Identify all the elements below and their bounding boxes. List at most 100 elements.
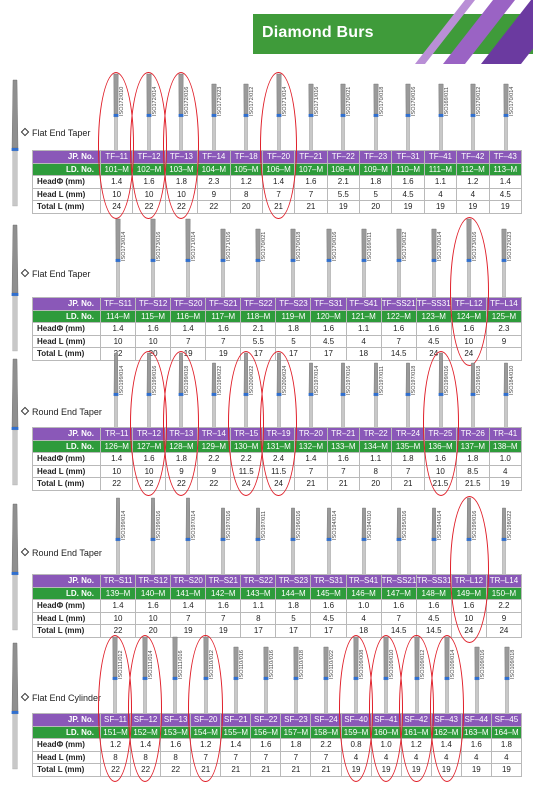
bur-head bbox=[308, 362, 314, 394]
spec-row-head-d: HeadΦ (mm) 1.4 1.6 1.4 1.6 2.1 1.8 1.6 1.1 1.6 1.6… bbox=[32, 322, 523, 336]
bur-item: ISO170/021 bbox=[250, 215, 280, 297]
bur-shank bbox=[373, 116, 378, 152]
spec-cell: 19 bbox=[170, 347, 207, 361]
spec-cell: 19 bbox=[430, 763, 462, 777]
bur-shank bbox=[444, 679, 449, 715]
spec-cell: 157–M bbox=[280, 725, 312, 739]
iso-code: ISO170/014 bbox=[508, 86, 515, 116]
bur-item: ISO171/014 bbox=[271, 70, 301, 152]
spec-cell: 132–M bbox=[294, 439, 328, 453]
spec-cell: 144–M bbox=[275, 586, 312, 600]
bur-color-band bbox=[373, 114, 379, 117]
category-label: Round End Taper bbox=[20, 547, 102, 558]
bur-item: ISO200/024 bbox=[271, 349, 301, 431]
iso-code: ISO171/016 bbox=[314, 86, 320, 116]
iso-code: ISO171/014 bbox=[281, 86, 288, 116]
spec-cell: 21 bbox=[280, 763, 312, 777]
spec-cell: 4 bbox=[488, 464, 522, 478]
spec-cell: 1.8 bbox=[490, 738, 523, 752]
iso-code: ISO110/012 bbox=[208, 650, 215, 679]
spec-cell: 160–M bbox=[370, 725, 402, 739]
spec-cell: 19 bbox=[460, 763, 492, 777]
bur-shank bbox=[384, 679, 389, 715]
bur-item: ISO109/008 bbox=[348, 633, 378, 715]
spec-cell: 7 bbox=[205, 334, 242, 348]
row-label: Head L (mm) bbox=[32, 611, 101, 625]
bur-color-band bbox=[466, 538, 472, 541]
spec-cell: 152–M bbox=[130, 725, 162, 739]
spec-cell: 1.2 bbox=[400, 738, 432, 752]
bur-shank bbox=[471, 116, 476, 152]
spec-cell: 19 bbox=[400, 763, 432, 777]
spec-cell: TF–31 bbox=[391, 150, 425, 164]
bur-item: ISO172/016 bbox=[173, 70, 203, 152]
spec-cell: 1.0 bbox=[488, 452, 522, 466]
spec-cell: 5 bbox=[358, 187, 393, 201]
spec-cell: 113–M bbox=[488, 162, 522, 176]
spec-cell: TF–22 bbox=[326, 150, 361, 164]
bur-shank bbox=[361, 261, 366, 297]
bur-images-row: ISO172/010 ISO172/014 ISO172/016 ISO172/023… bbox=[100, 70, 522, 152]
bur-color-band bbox=[220, 538, 226, 541]
spec-cell: 148–M bbox=[415, 586, 452, 600]
spec-cell: 1.4 bbox=[99, 452, 134, 466]
spec-cell: 4.5 bbox=[310, 611, 347, 625]
bur-head bbox=[178, 73, 184, 115]
bur-color-band bbox=[142, 677, 148, 680]
bur-head bbox=[466, 218, 472, 260]
bur-shank bbox=[291, 261, 296, 297]
bur-head bbox=[185, 497, 191, 539]
bur-color-band bbox=[361, 259, 367, 262]
spec-cell: SF–44 bbox=[460, 713, 492, 727]
bur-head bbox=[263, 646, 269, 678]
bur-item: ISO170/012 bbox=[465, 70, 495, 152]
iso-code: ISO197/016 bbox=[346, 365, 353, 395]
spec-cell: TR–S23 bbox=[275, 574, 312, 588]
bur-color-band bbox=[178, 114, 184, 117]
spec-cell: 128–M bbox=[164, 439, 199, 453]
bur-item: ISO170/018 bbox=[285, 215, 315, 297]
spec-row-ld: LD. No. 139–M 140–M 141–M 142–M 143–M 144–M 145… bbox=[32, 586, 523, 600]
spec-cell: 24 bbox=[99, 200, 134, 214]
spec-cell: 21 bbox=[391, 477, 425, 491]
spec-cell: 162–M bbox=[430, 725, 462, 739]
spec-cell: 1.4 bbox=[261, 175, 296, 189]
bur-item: ISO169/011 bbox=[433, 70, 463, 152]
spec-cell: 1.6 bbox=[135, 322, 172, 336]
spec-cell: 8 bbox=[229, 187, 263, 201]
spec-cell: 1.6 bbox=[310, 322, 347, 336]
spec-row-ld: LD. No. 151–M 152–M 153–M 154–M 155–M 156–M 157… bbox=[32, 725, 523, 739]
spec-cell: 1.8 bbox=[456, 452, 490, 466]
spec-cell: TF–S22 bbox=[240, 297, 277, 311]
bur-head bbox=[233, 646, 239, 678]
spec-cell: 156–M bbox=[250, 725, 282, 739]
iso-code: ISO194/014 bbox=[331, 510, 338, 540]
bur-color-band bbox=[405, 393, 411, 396]
bur-head bbox=[255, 228, 261, 260]
bur-head bbox=[341, 83, 346, 115]
spec-cell: 19 bbox=[205, 347, 242, 361]
spec-row-total-l: Total L (mm) 22 20 19 19 17 17 17 18 14.5 14.5 24 24 bbox=[32, 624, 523, 638]
bur-shank bbox=[326, 540, 331, 576]
spec-cell: 4 bbox=[345, 334, 382, 348]
spec-cell: 4 bbox=[340, 750, 372, 764]
spec-cell bbox=[485, 347, 523, 361]
section-round-end-taper-2: Round End Taper ISO199/014 ISO199/016 ISO19… bbox=[0, 494, 533, 643]
spec-cell: 21.5 bbox=[423, 477, 458, 491]
spec-cell: 21 bbox=[220, 763, 252, 777]
bur-head bbox=[276, 73, 281, 115]
bur-color-band bbox=[503, 114, 509, 117]
bur-item: ISO172/010 bbox=[108, 70, 138, 152]
spec-cell: 143–M bbox=[240, 586, 277, 600]
spec-cell: 19 bbox=[488, 477, 522, 491]
spec-row-head-l: Head L (mm) 10 10 9 9 11.5 11.5 7 7 8 7 10 8.5 4 bbox=[32, 464, 522, 478]
iso-code: ISO198/018 bbox=[476, 365, 483, 395]
iso-code: ISO172/012 bbox=[249, 86, 256, 116]
spec-cell: TF–S41 bbox=[345, 297, 382, 311]
iso-code: ISO199/018 bbox=[184, 365, 191, 395]
spec-cell: 10 bbox=[132, 187, 166, 201]
bur-color-band bbox=[504, 677, 510, 680]
spec-cell: 1.1 bbox=[345, 322, 382, 336]
row-label: Head L (mm) bbox=[32, 334, 101, 348]
bur-color-band bbox=[308, 114, 314, 117]
